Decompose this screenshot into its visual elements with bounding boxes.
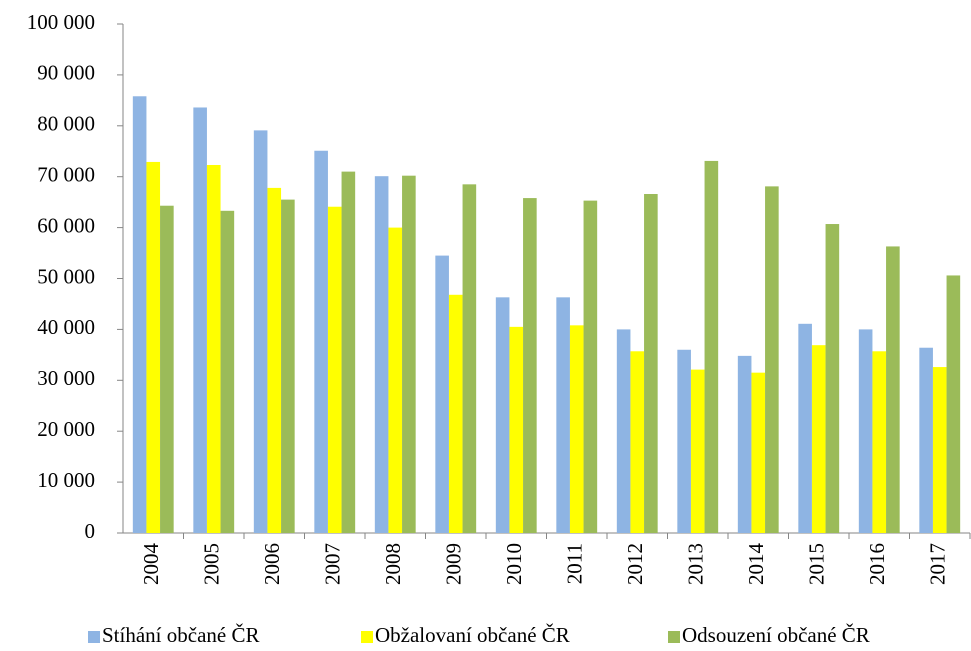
x-tick-label: 2004 [139, 543, 163, 586]
bar [798, 323, 812, 533]
y-tick-label: 20 000 [37, 417, 95, 441]
legend-swatch [668, 631, 680, 643]
y-tick-label: 50 000 [37, 264, 95, 288]
bar [886, 246, 900, 534]
bar [825, 224, 840, 534]
bar [872, 351, 887, 533]
bar [690, 369, 705, 533]
bar [495, 297, 510, 533]
x-tick-label: 2005 [200, 543, 224, 585]
bar [314, 150, 328, 533]
bar [132, 96, 147, 533]
bar [811, 345, 826, 533]
bar [206, 164, 221, 534]
x-tick-label: 2008 [381, 543, 405, 585]
bar [341, 171, 356, 534]
x-tick-label: 2010 [502, 543, 526, 585]
y-tick-label: 70 000 [37, 163, 95, 187]
bar [751, 372, 766, 533]
bar [858, 329, 873, 533]
bar [630, 351, 645, 533]
bar [704, 160, 719, 533]
x-tick-label: 2009 [442, 543, 466, 585]
x-tick-label: 2013 [684, 543, 708, 585]
bar [267, 187, 282, 533]
y-tick-label: 90 000 [37, 61, 95, 85]
bar [193, 107, 207, 533]
bar [462, 184, 477, 533]
x-tick-label: 2012 [623, 543, 647, 585]
y-tick-label: 0 [85, 519, 96, 543]
bar [523, 198, 537, 533]
bar [327, 206, 342, 533]
y-tick-label: 30 000 [37, 366, 95, 390]
y-tick-label: 10 000 [37, 468, 95, 492]
x-tick-label: 2017 [926, 543, 950, 585]
bar [509, 326, 524, 533]
legend-label: Stíhání občané ČR [102, 623, 259, 647]
bar [919, 347, 933, 533]
bar [253, 130, 268, 534]
bar [374, 176, 389, 534]
bar [160, 205, 174, 533]
y-tick-label: 60 000 [37, 213, 95, 237]
bar [556, 297, 570, 533]
legend-label: Obžalovaní občané ČR [375, 623, 570, 647]
bar [402, 175, 416, 533]
bar [583, 200, 598, 534]
bar [644, 194, 658, 534]
y-tick-label: 40 000 [37, 315, 95, 339]
x-tick-label: 2014 [744, 543, 768, 586]
bar [448, 294, 463, 533]
x-tick-label: 2006 [260, 543, 284, 585]
bar [616, 329, 631, 533]
bar [932, 367, 947, 533]
x-tick-label: 2011 [563, 543, 587, 584]
y-tick-label: 100 000 [27, 10, 95, 34]
x-tick-label: 2007 [321, 543, 345, 585]
bar [569, 325, 584, 533]
x-tick-label: 2016 [865, 543, 889, 585]
bar [220, 210, 235, 534]
legend-swatch [88, 631, 100, 643]
bar [677, 349, 691, 533]
bar [388, 227, 403, 533]
legend-swatch [361, 631, 373, 643]
legend-label: Odsouzení občané ČR [682, 623, 870, 647]
bar [146, 161, 161, 533]
bar [281, 199, 295, 534]
x-tick-label: 2015 [805, 543, 829, 585]
bar [946, 275, 961, 533]
bar [765, 186, 779, 533]
y-tick-label: 80 000 [37, 112, 95, 136]
bar [737, 355, 752, 533]
bar [435, 255, 449, 533]
